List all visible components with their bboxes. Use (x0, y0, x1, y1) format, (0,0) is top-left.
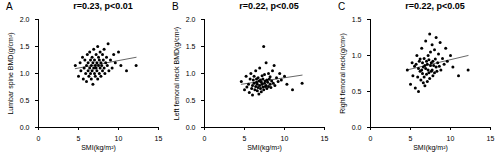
svg-text:1.0: 1.0 (20, 70, 30, 77)
html-text:r=0.23, p<0.01: r=0.23, p<0.01 (73, 1, 133, 11)
svg-text:1.0: 1.0 (352, 52, 362, 59)
svg-text:Lumbar spine BMD(g/cm²): Lumbar spine BMD(g/cm²) (7, 32, 15, 114)
svg-text:10: 10 (447, 135, 455, 142)
svg-text:0: 0 (37, 135, 41, 142)
svg-text:15: 15 (321, 135, 329, 142)
svg-text:Left femoral neck BMD(g/cm²): Left femoral neck BMD(g/cm²) (173, 27, 181, 120)
svg-text:0.0: 0.0 (20, 124, 30, 131)
svg-text:1.5: 1.5 (20, 43, 30, 50)
svg-text:0: 0 (203, 135, 207, 142)
svg-text:5: 5 (243, 135, 247, 142)
svg-text:0.5: 0.5 (352, 88, 362, 95)
svg-text:0.0: 0.0 (352, 124, 362, 131)
svg-text:0: 0 (369, 135, 373, 142)
svg-text:2.0: 2.0 (186, 16, 196, 23)
html-text:r=0.22, p<0.05: r=0.22, p<0.05 (405, 1, 465, 11)
svg-text:5: 5 (409, 135, 413, 142)
html-text:A: A (6, 1, 13, 12)
html-text:B: B (172, 1, 179, 12)
svg-text:1.5: 1.5 (186, 43, 196, 50)
svg-text:SMI(kg/m²): SMI(kg/m²) (413, 144, 448, 152)
svg-text:SMI(kg/m²): SMI(kg/m²) (247, 144, 282, 152)
svg-text:0.5: 0.5 (186, 97, 196, 104)
svg-text:15: 15 (487, 135, 495, 142)
html-text:C: C (338, 1, 346, 12)
svg-text:15: 15 (155, 135, 163, 142)
svg-text:5: 5 (77, 135, 81, 142)
svg-text:2.0: 2.0 (20, 16, 30, 23)
svg-text:SMI(kg/m²): SMI(kg/m²) (81, 144, 116, 152)
svg-text:0.0: 0.0 (186, 124, 196, 131)
svg-text:0.5: 0.5 (20, 97, 30, 104)
svg-text:1.5: 1.5 (352, 16, 362, 23)
svg-text:10: 10 (281, 135, 289, 142)
html-text:r=0.22, p<0.05: r=0.22, p<0.05 (239, 1, 299, 11)
svg-text:10: 10 (115, 135, 123, 142)
svg-text:Right femoral neck(g/cm²): Right femoral neck(g/cm²) (339, 33, 347, 114)
svg-text:1.0: 1.0 (186, 70, 196, 77)
